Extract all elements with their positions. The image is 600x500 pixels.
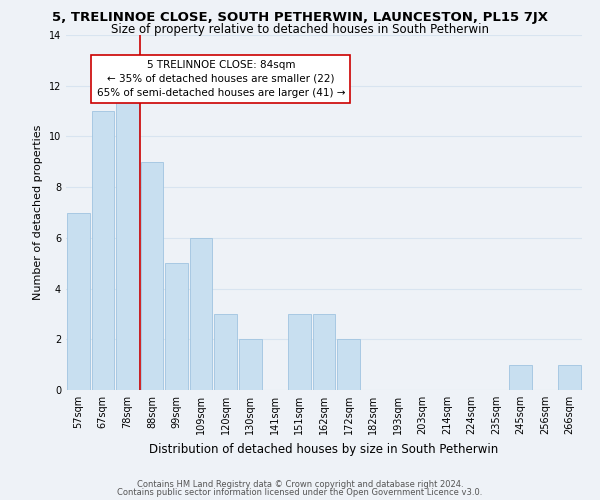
Y-axis label: Number of detached properties: Number of detached properties xyxy=(33,125,43,300)
Bar xyxy=(509,364,532,390)
Bar xyxy=(337,340,360,390)
Bar xyxy=(190,238,212,390)
Bar xyxy=(116,86,139,390)
Text: 5, TRELINNOE CLOSE, SOUTH PETHERWIN, LAUNCESTON, PL15 7JX: 5, TRELINNOE CLOSE, SOUTH PETHERWIN, LAU… xyxy=(52,11,548,24)
Bar xyxy=(92,111,114,390)
Text: Contains HM Land Registry data © Crown copyright and database right 2024.: Contains HM Land Registry data © Crown c… xyxy=(137,480,463,489)
Bar xyxy=(313,314,335,390)
Bar xyxy=(165,263,188,390)
Bar xyxy=(288,314,311,390)
Text: Size of property relative to detached houses in South Petherwin: Size of property relative to detached ho… xyxy=(111,22,489,36)
Text: Contains public sector information licensed under the Open Government Licence v3: Contains public sector information licen… xyxy=(118,488,482,497)
Text: 5 TRELINNOE CLOSE: 84sqm
← 35% of detached houses are smaller (22)
65% of semi-d: 5 TRELINNOE CLOSE: 84sqm ← 35% of detach… xyxy=(97,60,345,98)
Bar xyxy=(140,162,163,390)
Bar xyxy=(214,314,237,390)
X-axis label: Distribution of detached houses by size in South Petherwin: Distribution of detached houses by size … xyxy=(149,442,499,456)
Bar xyxy=(559,364,581,390)
Bar xyxy=(239,340,262,390)
Bar xyxy=(67,212,89,390)
